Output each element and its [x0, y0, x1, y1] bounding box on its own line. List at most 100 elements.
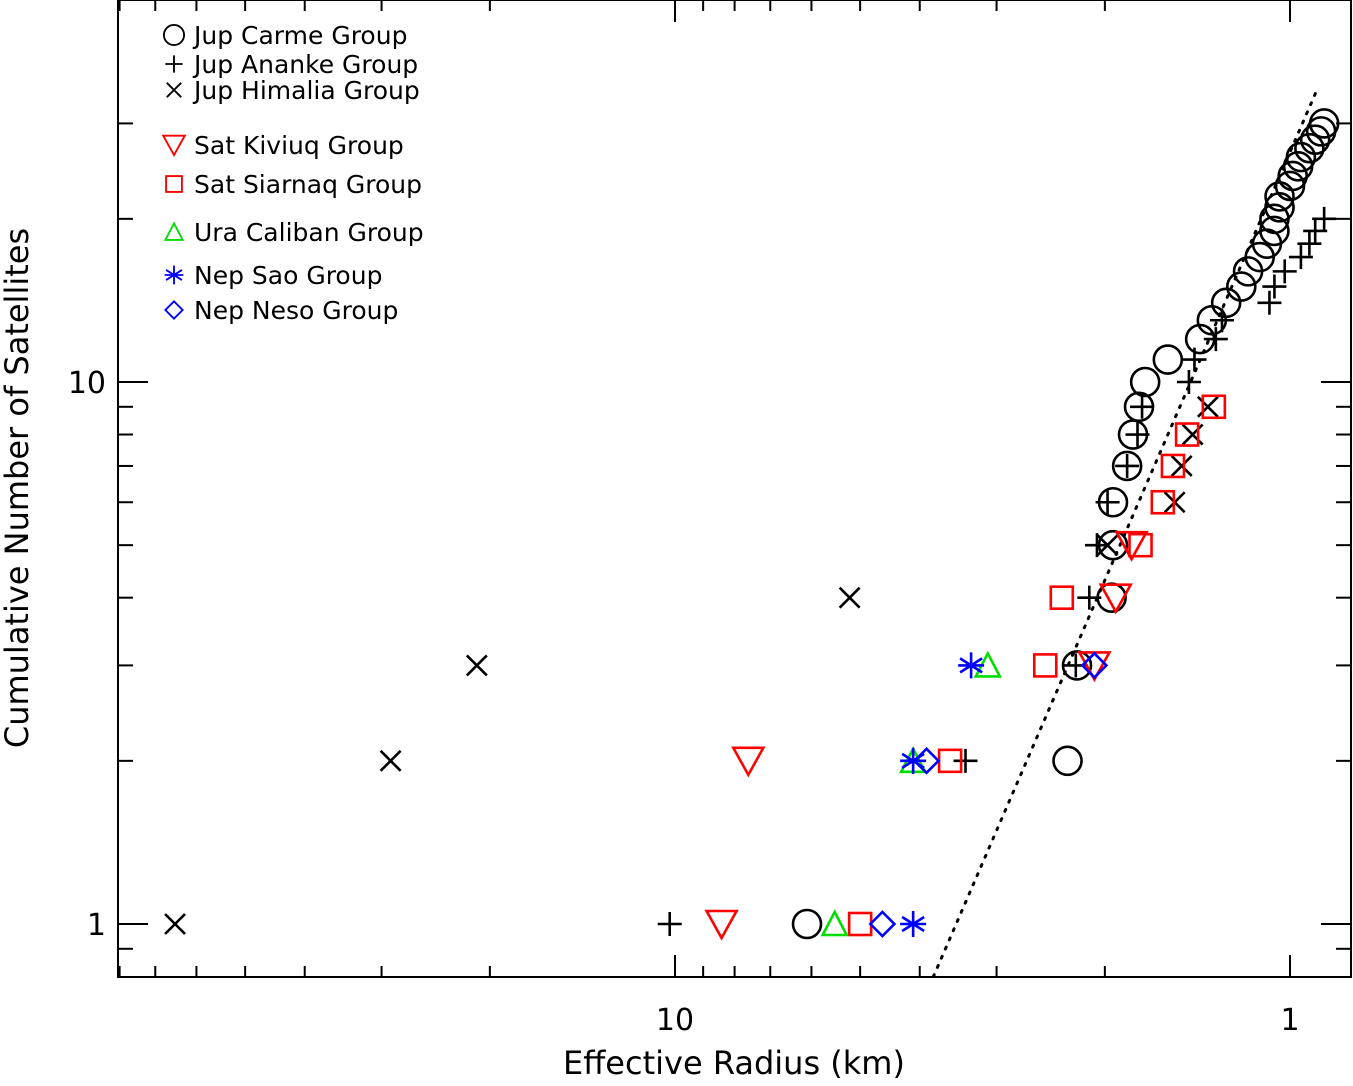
data-point [1150, 489, 1176, 515]
data-point [1176, 370, 1201, 394]
data-point [1312, 206, 1337, 231]
legend-label: Sat Siarnaq Group [194, 170, 422, 199]
y-tick-label: 10 [68, 366, 106, 401]
series-square [847, 394, 1227, 937]
data-point [657, 912, 682, 936]
legend-label: Jup Himalia Group [192, 76, 420, 105]
legend-item: Sat Siarnaq Group [165, 170, 422, 199]
data-point [379, 749, 402, 772]
data-point [1049, 585, 1075, 610]
data-point [1080, 651, 1109, 680]
x-tick-label: 1 [1280, 1003, 1299, 1038]
data-point [1297, 231, 1322, 256]
data-point [1203, 327, 1228, 352]
series-circle [791, 108, 1340, 940]
data-point [1257, 290, 1282, 315]
reference-line-group [931, 85, 1320, 979]
legend-marker-symbol [162, 23, 186, 47]
x-tick-label: 10 [656, 1003, 694, 1038]
legend-item: Jup Ananke Group [165, 50, 418, 79]
data-point [1052, 745, 1083, 777]
y-axis-label: Cumulative Number of Satellites [0, 228, 36, 748]
data-point [1259, 215, 1290, 247]
legend-marker-symbol [165, 175, 183, 193]
data-point [953, 748, 978, 773]
data-point [838, 586, 861, 609]
data-point [1299, 124, 1331, 155]
data-point [1170, 455, 1193, 477]
data-point [820, 909, 849, 937]
data-point [704, 909, 739, 941]
legend-item: Jup Himalia Group [166, 76, 420, 105]
legend-item: Ura Caliban Group [163, 218, 424, 247]
legend-marker [165, 55, 183, 73]
series-plus [657, 206, 1337, 936]
legend-item: Nep Neso Group [164, 296, 398, 325]
data-point [1210, 287, 1242, 319]
legend-label: Jup Ananke Group [192, 50, 418, 79]
data-point [1061, 650, 1093, 681]
data-point [1077, 585, 1102, 610]
data-point [1182, 347, 1207, 372]
legend-marker [163, 221, 185, 241]
legend-label: Ura Caliban Group [194, 218, 424, 247]
legend-label: Nep Sao Group [194, 261, 382, 290]
data-point [1152, 344, 1184, 375]
data-point [1095, 490, 1120, 515]
data-point [164, 913, 186, 935]
legend-label: Jup Carme Group [192, 21, 407, 50]
data-point [847, 911, 873, 937]
series-triangle-down [704, 530, 1149, 941]
data-point [1032, 653, 1058, 678]
x-axis-label: Effective Radius (km) [563, 1044, 905, 1082]
data-point [1303, 218, 1328, 243]
data-point [731, 746, 766, 778]
data-point [1209, 308, 1234, 333]
series-asterisk [900, 652, 985, 937]
legend-item: Nep Sao Group [164, 261, 382, 290]
data-point [1308, 108, 1340, 139]
legend-marker-symbol [163, 221, 185, 241]
data-point [1084, 533, 1109, 558]
data-point [1098, 583, 1133, 615]
series-triangle-up [820, 650, 1002, 937]
data-point [1294, 132, 1325, 164]
data-points [164, 108, 1340, 941]
legend-marker [166, 82, 182, 98]
data-point [1096, 534, 1119, 557]
data-point [1130, 394, 1155, 419]
series-x [164, 395, 1219, 935]
data-point [1226, 271, 1257, 302]
data-point [1288, 245, 1313, 270]
legend-marker-symbol [164, 265, 184, 285]
data-point [465, 654, 488, 677]
legend-marker-symbol [164, 300, 184, 320]
data-point [958, 652, 985, 679]
data-point [1128, 532, 1153, 558]
data-point [1201, 394, 1227, 420]
series-diamond [868, 651, 1109, 938]
legend-marker [164, 265, 184, 285]
data-point [1125, 422, 1150, 447]
data-point [900, 911, 927, 937]
data-point [1115, 453, 1140, 478]
data-point [1111, 450, 1143, 482]
legend-marker [165, 175, 183, 193]
data-point [791, 908, 823, 940]
data-point [1285, 141, 1317, 173]
legend-label: Sat Kiviuq Group [194, 131, 404, 160]
data-point [1114, 530, 1149, 562]
y-tick-label: 1 [87, 908, 106, 943]
data-point [868, 910, 897, 938]
data-point [1262, 274, 1287, 299]
dotted-reference-line [931, 85, 1320, 979]
legend-marker [161, 134, 187, 158]
legend-label: Nep Neso Group [194, 296, 398, 325]
legend-marker-symbol [165, 55, 183, 73]
data-point [1160, 453, 1186, 479]
legend-marker [164, 300, 184, 320]
legend-marker-symbol [166, 82, 182, 98]
legend-marker [162, 23, 186, 47]
